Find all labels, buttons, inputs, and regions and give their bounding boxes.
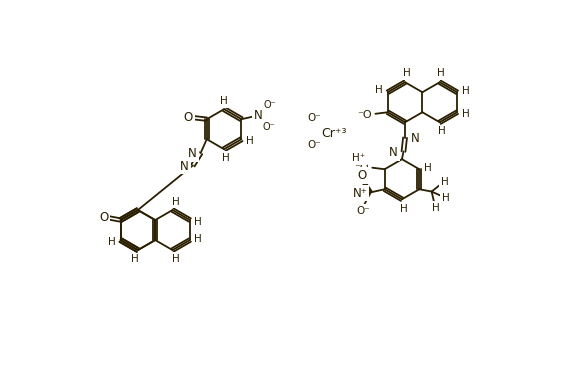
Text: H: H xyxy=(424,163,432,173)
Text: H: H xyxy=(400,204,407,213)
Text: H: H xyxy=(222,152,230,163)
Text: ⁻O: ⁻O xyxy=(358,110,372,120)
Text: H: H xyxy=(194,234,202,243)
Text: H: H xyxy=(438,126,446,136)
Text: H: H xyxy=(131,254,139,264)
Text: H: H xyxy=(194,216,202,227)
Text: N: N xyxy=(180,160,189,173)
Text: N⁺: N⁺ xyxy=(353,186,368,200)
Text: O⁻: O⁻ xyxy=(356,206,370,216)
Text: H: H xyxy=(462,109,469,119)
Text: H: H xyxy=(375,85,383,95)
Text: Cr⁺³: Cr⁺³ xyxy=(321,126,347,140)
Text: N: N xyxy=(188,147,197,160)
Text: O: O xyxy=(358,169,367,182)
Text: H: H xyxy=(172,197,179,207)
Text: H: H xyxy=(172,254,179,264)
Text: H⁺: H⁺ xyxy=(352,153,365,163)
Text: H: H xyxy=(220,96,228,106)
Text: H: H xyxy=(432,203,440,213)
Text: H: H xyxy=(441,177,448,187)
Text: O⁻: O⁻ xyxy=(263,122,276,132)
Text: N: N xyxy=(254,109,263,122)
Text: O⁻: O⁻ xyxy=(307,140,321,151)
Text: H: H xyxy=(246,136,254,146)
Text: H: H xyxy=(437,68,445,78)
Text: H: H xyxy=(403,68,411,78)
Text: ⁻O: ⁻O xyxy=(354,163,369,173)
Text: O⁻: O⁻ xyxy=(263,99,276,110)
Text: O⁻: O⁻ xyxy=(307,113,321,122)
Text: N: N xyxy=(389,146,398,159)
Text: N: N xyxy=(411,132,419,145)
Text: H: H xyxy=(441,193,450,204)
Text: H: H xyxy=(108,237,116,246)
Text: H: H xyxy=(462,86,469,96)
Text: O: O xyxy=(184,111,193,124)
Text: O: O xyxy=(99,211,108,224)
